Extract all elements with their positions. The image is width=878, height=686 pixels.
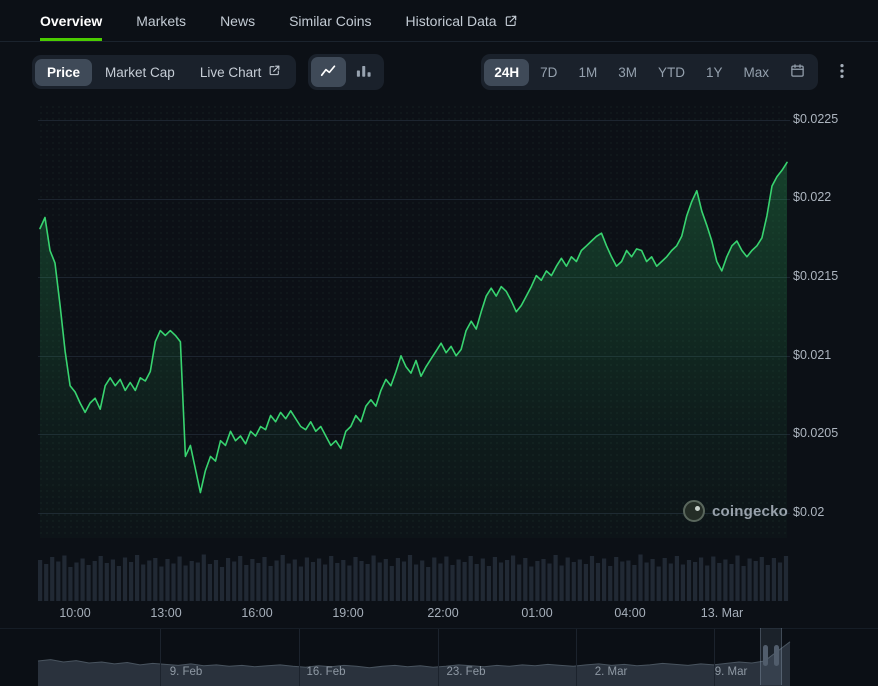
navigator-selection-window[interactable]	[760, 628, 782, 685]
y-axis-label: $0.0205	[793, 426, 838, 440]
range-24h-button[interactable]: 24H	[484, 59, 529, 86]
y-axis-label: $0.02	[793, 505, 824, 519]
price-toggle-label: Price	[47, 65, 80, 80]
tab-historical-data-label: Historical Data	[406, 13, 497, 29]
time-range-group: 24H 7D 1M 3M YTD 1Y Max	[481, 54, 818, 90]
coingecko-logo-icon	[683, 500, 705, 522]
chart-type-group	[308, 54, 384, 90]
range-24h-label: 24H	[494, 65, 519, 80]
navigator-date-label: 9. Mar	[715, 666, 748, 678]
line-chart-icon	[320, 63, 337, 81]
x-axis-label: 19:00	[332, 606, 363, 620]
date-range-picker-button[interactable]	[780, 57, 815, 87]
navigator-date-label: 23. Feb	[447, 666, 486, 678]
range-1m-button[interactable]: 1M	[568, 59, 607, 86]
external-link-icon	[504, 14, 518, 28]
navigator-date-label: 2. Mar	[595, 666, 628, 678]
range-max-button[interactable]: Max	[733, 59, 779, 86]
coingecko-watermark-text: coingecko	[712, 503, 788, 520]
page-tabs: Overview Markets News Similar Coins Hist…	[0, 0, 878, 42]
line-chart-type-button[interactable]	[311, 57, 346, 87]
range-7d-label: 7D	[540, 65, 557, 80]
market-cap-toggle-button[interactable]: Market Cap	[93, 59, 187, 86]
x-axis-label: 16:00	[241, 606, 272, 620]
tab-overview-label: Overview	[40, 13, 102, 29]
tab-markets[interactable]: Markets	[136, 0, 186, 41]
tab-overview[interactable]: Overview	[40, 0, 102, 41]
range-1y-button[interactable]: 1Y	[696, 59, 733, 86]
coingecko-watermark: coingecko	[683, 500, 788, 522]
tab-similar-coins-label: Similar Coins	[289, 13, 371, 29]
navigator-left-handle[interactable]	[763, 645, 768, 666]
x-axis-label: 13. Mar	[701, 606, 743, 620]
range-ytd-label: YTD	[658, 65, 685, 80]
navigator-date-label: 9. Feb	[170, 666, 203, 678]
tab-historical-data[interactable]: Historical Data	[406, 0, 518, 41]
tab-news[interactable]: News	[220, 0, 255, 41]
y-axis-label: $0.022	[793, 190, 831, 204]
tab-markets-label: Markets	[136, 13, 186, 29]
y-axis-label: $0.0215	[793, 269, 838, 283]
metric-toggle-group: Price Market Cap Live Chart	[32, 55, 296, 89]
x-axis-label: 10:00	[59, 606, 90, 620]
range-1y-label: 1Y	[706, 65, 723, 80]
navigator-date-label: 16. Feb	[307, 666, 346, 678]
more-options-button[interactable]	[830, 58, 854, 87]
y-axis-label: $0.021	[793, 348, 831, 362]
tab-news-label: News	[220, 13, 255, 29]
range-max-label: Max	[743, 65, 769, 80]
price-toggle-button[interactable]: Price	[35, 59, 92, 86]
range-1m-label: 1M	[578, 65, 597, 80]
bar-chart-icon	[356, 63, 372, 81]
market-cap-toggle-label: Market Cap	[105, 65, 175, 80]
live-chart-button[interactable]: Live Chart	[188, 58, 294, 86]
x-axis-label: 13:00	[150, 606, 181, 620]
coin-chart-page: Overview Markets News Similar Coins Hist…	[0, 0, 878, 686]
range-3m-button[interactable]: 3M	[608, 59, 647, 86]
x-axis-label: 01:00	[521, 606, 552, 620]
more-vertical-icon	[834, 62, 850, 83]
bar-chart-type-button[interactable]	[347, 57, 381, 87]
x-axis-label: 04:00	[614, 606, 645, 620]
calendar-icon	[790, 63, 805, 81]
live-chart-label: Live Chart	[200, 65, 262, 80]
x-axis-label: 22:00	[427, 606, 458, 620]
range-ytd-button[interactable]: YTD	[648, 59, 695, 86]
tab-similar-coins[interactable]: Similar Coins	[289, 0, 371, 41]
range-3m-label: 3M	[618, 65, 637, 80]
navigator-right-handle[interactable]	[774, 645, 779, 666]
chart-toolbar: Price Market Cap Live Chart	[0, 53, 878, 91]
price-chart-plot[interactable]	[38, 100, 790, 602]
range-7d-button[interactable]: 7D	[530, 59, 567, 86]
external-link-icon	[268, 64, 281, 80]
y-axis-label: $0.0225	[793, 112, 838, 126]
